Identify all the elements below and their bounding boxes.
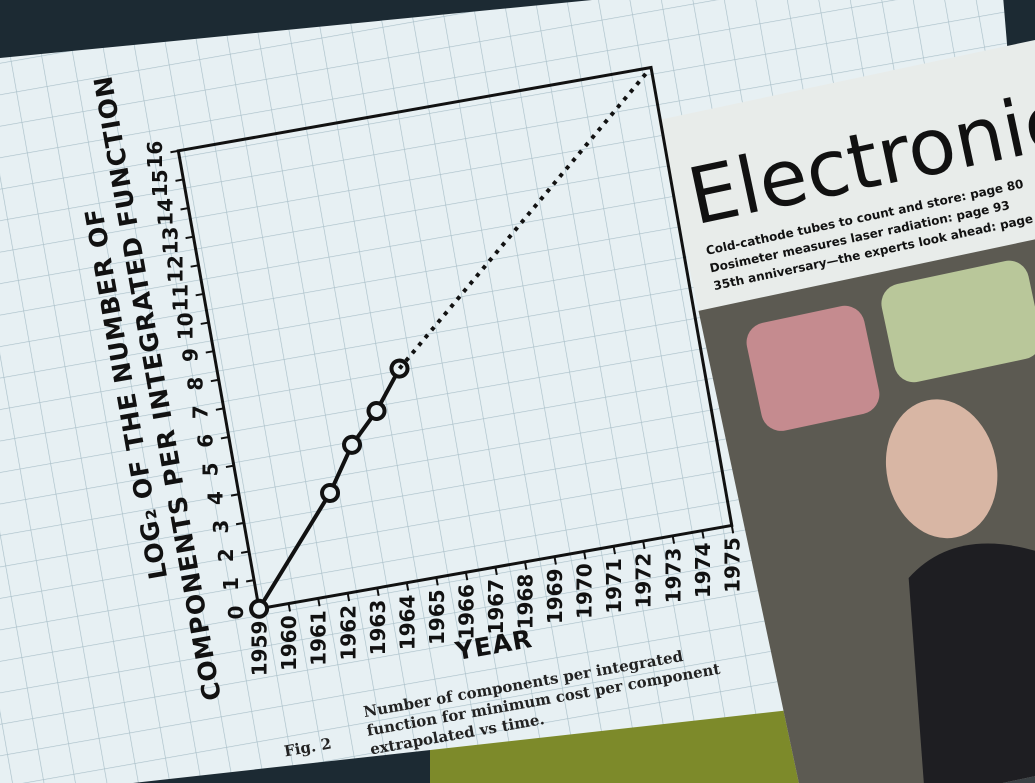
y-tick-label: 4 [204, 491, 228, 505]
y-tick [240, 550, 250, 554]
x-tick [583, 551, 587, 560]
y-tick [245, 579, 255, 583]
x-tick-label: 1966 [454, 584, 478, 640]
chart: LOG₂ OF THE NUMBER OF COMPONENTS PER INT… [79, 65, 744, 760]
x-tick [553, 556, 557, 565]
y-tick [195, 292, 204, 297]
y-tick-label: 10 [173, 312, 197, 340]
y-tick [215, 407, 224, 411]
y-tick-label: 1 [219, 577, 243, 591]
y-tick-label: 5 [199, 463, 223, 477]
x-tick [317, 598, 321, 607]
y-tick-label: 8 [184, 377, 208, 391]
y-tick [235, 521, 245, 526]
y-tick-label: 16 [143, 141, 167, 169]
y-tick [225, 464, 235, 469]
x-tick [376, 587, 380, 596]
data-point [366, 400, 387, 421]
y-tick-label: 2 [214, 548, 238, 562]
x-tick-label: 1965 [425, 589, 449, 645]
y-tick-label: 12 [163, 255, 187, 283]
x-tick-label: 1975 [720, 537, 744, 593]
x-tick-label: 1969 [543, 568, 567, 624]
x-tick [730, 525, 735, 534]
y-tick [220, 436, 229, 440]
x-tick-label: 1960 [277, 615, 301, 671]
y-tick-label: 14 [153, 198, 177, 226]
magazine: Electronics Cold-cathode tubes to count … [657, 32, 1035, 783]
x-tick-label: 1959 [248, 621, 272, 677]
x-tick [405, 582, 410, 591]
x-tick-label: 1974 [691, 542, 715, 598]
tv-screen [881, 260, 1035, 383]
x-tick-label: 1963 [366, 600, 390, 656]
y-tick-label: 3 [209, 520, 233, 534]
x-tick [612, 546, 616, 555]
data-point [342, 434, 363, 455]
y-tick [200, 321, 209, 325]
y-tick [180, 207, 189, 211]
y-tick-label: 9 [178, 348, 202, 362]
data-point [249, 598, 270, 619]
y-tick [210, 378, 219, 383]
y-tick-label: 13 [158, 227, 182, 255]
y-tick [185, 235, 194, 240]
x-tick [523, 561, 528, 570]
y-tick-label: 7 [189, 405, 213, 419]
x-tick [435, 577, 439, 586]
x-tick-label: 1968 [514, 574, 538, 630]
y-tick [170, 149, 179, 154]
y-tick-label: 15 [148, 169, 172, 197]
y-tick [190, 264, 199, 268]
x-tick-label: 1972 [632, 553, 656, 609]
y-tick-label: 6 [194, 434, 218, 448]
y-tick [205, 350, 214, 354]
x-tick-label: 1970 [573, 563, 597, 619]
x-tick [671, 535, 676, 544]
x-tick-label: 1971 [602, 558, 626, 614]
x-tick [346, 592, 351, 602]
tv-screen [746, 305, 880, 431]
x-tick [494, 566, 498, 576]
x-tick-label: 1962 [336, 605, 360, 661]
y-tick-label: 11 [168, 284, 192, 312]
y-tick [230, 493, 240, 497]
data-point [320, 482, 341, 503]
y-tick [175, 178, 184, 182]
x-tick [287, 603, 291, 612]
suit [908, 543, 1035, 783]
x-tick-label: 1967 [484, 579, 508, 635]
y-tick-label: 0 [224, 606, 248, 620]
x-tick-label: 1964 [395, 595, 419, 651]
face [885, 399, 998, 539]
x-tick [701, 530, 705, 539]
x-tick [642, 540, 646, 550]
x-tick-label: 1973 [661, 548, 685, 604]
x-tick [464, 572, 469, 581]
x-tick-label: 1961 [307, 610, 331, 666]
